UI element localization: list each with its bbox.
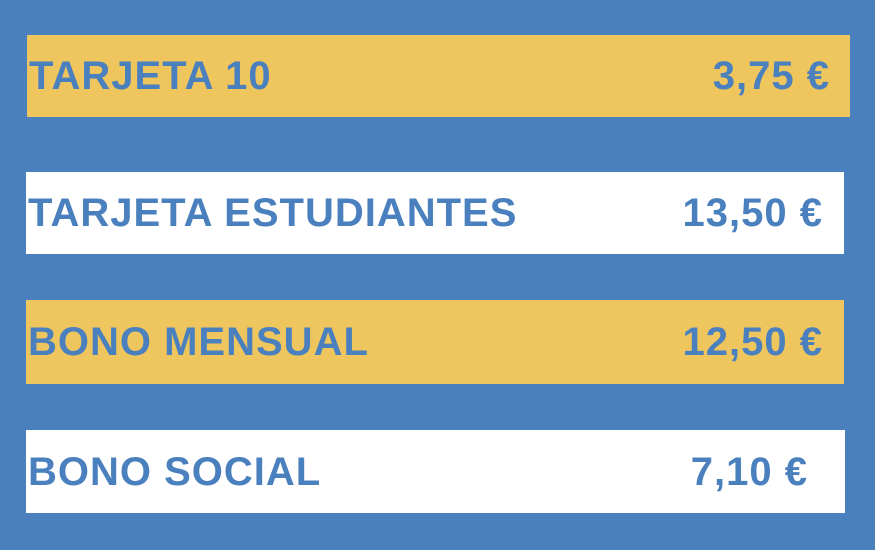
fare-price: 12,50 € [682, 320, 823, 364]
fare-name: BONO SOCIAL [28, 449, 322, 494]
fare-price: 7,10 € [690, 449, 808, 494]
fare-name: BONO MENSUAL [28, 320, 369, 364]
fare-price: 13,50 € [682, 191, 823, 235]
fare-row-tarjeta-10: TARJETA 10 3,75 € [27, 35, 850, 117]
fare-row-bono-mensual: BONO MENSUAL 12,50 € [26, 300, 844, 384]
fare-row-tarjeta-estudiantes: TARJETA ESTUDIANTES 13,50 € [26, 172, 844, 254]
fare-row-bono-social: BONO SOCIAL 7,10 € [26, 430, 845, 513]
fare-price: 3,75 € [712, 54, 830, 98]
fare-name: TARJETA ESTUDIANTES [28, 191, 518, 235]
fare-name: TARJETA 10 [29, 54, 272, 98]
